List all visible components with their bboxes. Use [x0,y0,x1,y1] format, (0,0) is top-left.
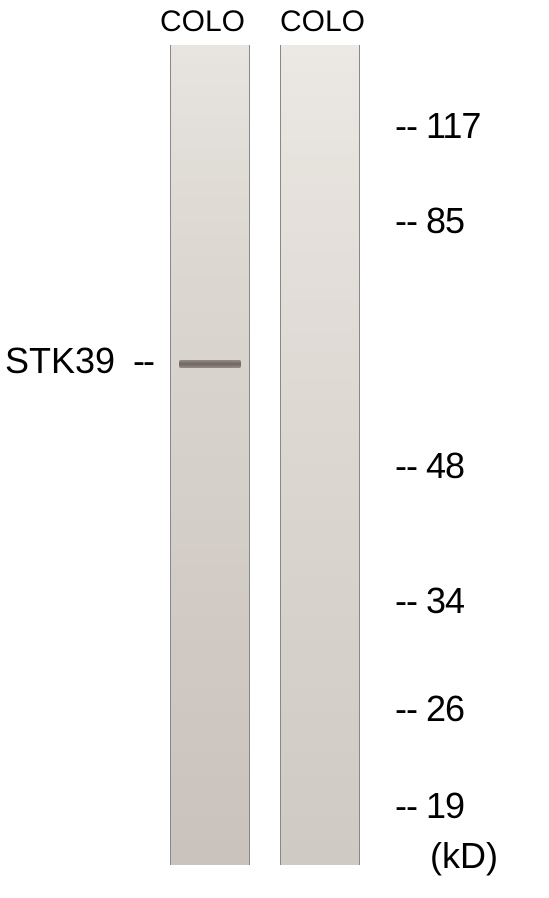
lane-1-label: COLO [160,5,245,39]
marker-26: -- 26 [395,688,464,730]
unit-label: (kD) [430,835,498,877]
lane-1 [170,45,250,865]
marker-48: -- 48 [395,445,464,487]
lane-2 [280,45,360,865]
marker-19: -- 19 [395,785,464,827]
marker-117: -- 117 [395,105,480,147]
stk39-band [179,360,241,368]
western-blot-container: COLO COLO STK39 -- -- 117 -- 85 -- 48 --… [0,0,549,898]
marker-85: -- 85 [395,200,464,242]
protein-name-label: STK39 [5,340,115,382]
lane-2-label: COLO [280,5,365,39]
protein-tick-mark: -- [133,340,153,382]
marker-34: -- 34 [395,580,464,622]
